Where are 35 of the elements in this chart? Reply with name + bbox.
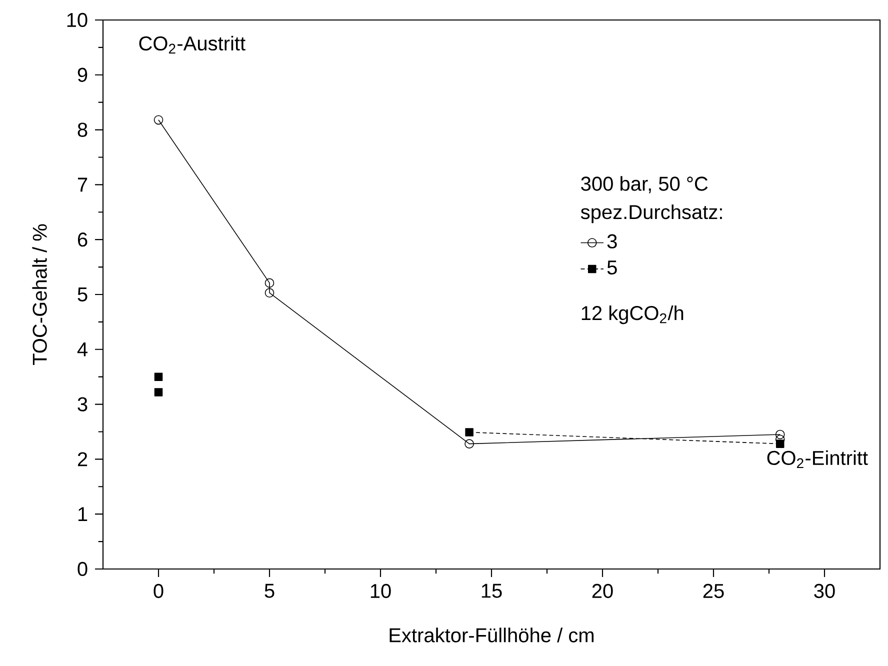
y-tick-label: 0: [78, 562, 88, 576]
point: [154, 115, 164, 125]
x-tick-label: 10: [370, 584, 391, 598]
y-tick-label: 10: [67, 12, 88, 28]
y-tick-label: 1: [78, 507, 88, 521]
y-tick-label: 4: [77, 342, 88, 356]
x-tick-label: 0: [154, 584, 164, 598]
point: [154, 372, 163, 381]
y-tick-label: 2: [78, 452, 88, 466]
x-tick-label: 20: [592, 584, 613, 598]
y-tick-label: 3: [78, 397, 88, 412]
point: [775, 430, 785, 440]
x-tick-label: 25: [703, 584, 724, 598]
y-tick-label: 7: [78, 178, 88, 192]
y-tick-label: 6: [78, 232, 88, 247]
annotation: CO$_{2}$-Austritt: [139, 36, 246, 54]
legend-label: 5: [607, 260, 617, 275]
x-tick-label: 5: [264, 584, 274, 598]
x-tick-label: 15: [482, 584, 502, 598]
x-tick-label: 30: [814, 584, 835, 598]
x-axis-title: Extraktor-Füllhöhe / cm: [390, 628, 594, 642]
y-tick-label: 8: [78, 122, 88, 137]
legend-title: spez.Durchsatz:: [580, 204, 722, 224]
annotation: 300 bar, 50 °C: [581, 176, 708, 194]
point: [264, 278, 274, 288]
y-tick-label: 9: [78, 68, 88, 82]
point: [264, 288, 274, 298]
y-axis-title: TOC-Gehalt / %: [32, 224, 47, 365]
legend-label: 3: [607, 234, 617, 248]
annotation: 12 kgCO$_{2}$/h: [582, 305, 684, 324]
y-tick-label: 5: [78, 288, 88, 302]
point: [464, 439, 474, 448]
annotation: CO$_{2}$-Eintritt: [767, 450, 868, 468]
point: [465, 428, 474, 436]
point: [154, 388, 163, 396]
